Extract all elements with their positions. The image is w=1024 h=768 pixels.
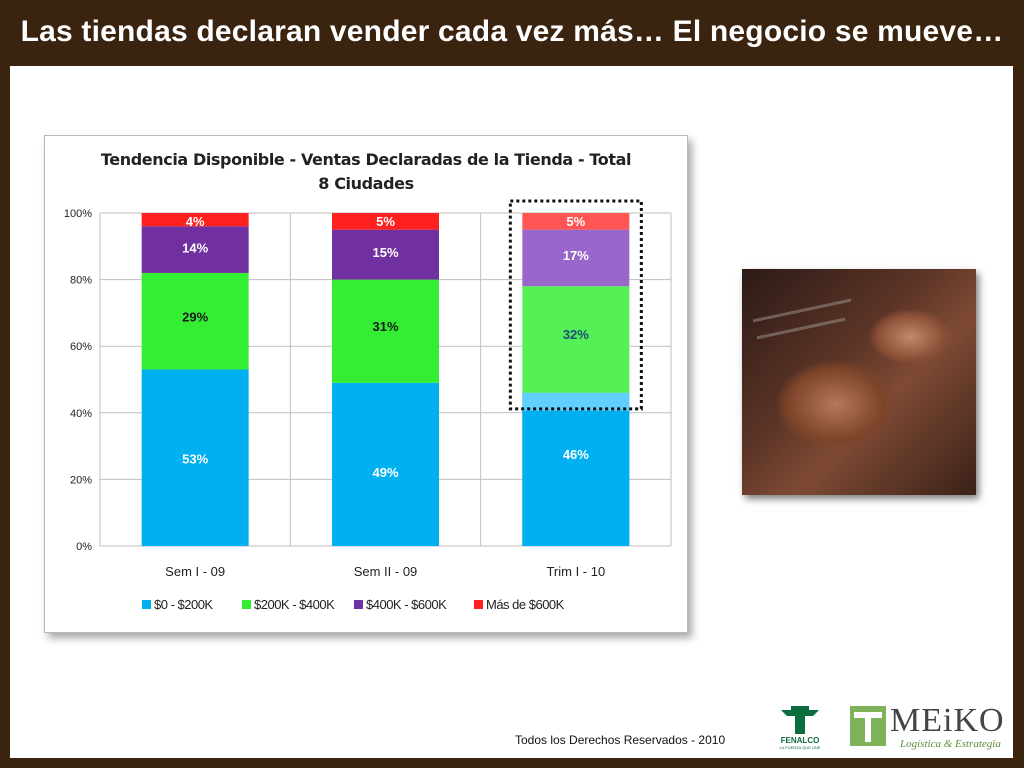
meiko-logo: MEiKO Logística & Estrategia — [850, 702, 1010, 750]
bar-segment — [141, 213, 249, 227]
data-label: 5% — [376, 214, 395, 229]
y-tick-label: 80% — [70, 275, 92, 287]
legend-swatch — [142, 600, 151, 609]
bar-segment — [332, 229, 439, 280]
legend-label: Más de $600K — [486, 597, 565, 612]
bar-segment — [332, 279, 439, 383]
y-tick-label: 20% — [70, 474, 92, 486]
bar-segment-highlight-band — [522, 392, 630, 411]
fenalco-logo: FENALCO LA FUERZA QUE UNE — [779, 706, 821, 750]
fenalco-name: FENALCO — [780, 736, 820, 745]
data-label: 5% — [566, 214, 585, 229]
meiko-name: MEiKO — [890, 702, 1005, 739]
legend-label: $0 - $200K — [154, 597, 213, 612]
hands-exchanging-money-photo — [742, 269, 976, 495]
copyright-footer: Todos los Derechos Reservados - 2010 — [515, 733, 726, 747]
bar-segment — [332, 213, 439, 230]
bar-segment — [141, 226, 249, 273]
legend-swatch — [474, 600, 483, 609]
data-label: 14% — [182, 240, 208, 255]
meiko-tagline: Logística & Estrategia — [900, 738, 1001, 750]
bar-segment — [332, 382, 439, 546]
y-tick-label: 40% — [70, 408, 92, 420]
chart-title: Tendencia Disponible - Ventas Declaradas… — [0, 148, 732, 196]
x-tick-label: Sem I - 09 — [165, 564, 225, 579]
bar-segment — [141, 369, 249, 546]
highlight-box — [508, 199, 643, 411]
bar-segment — [141, 272, 249, 370]
data-label: 4% — [186, 214, 205, 229]
data-label: 32% — [563, 327, 589, 342]
data-label: 17% — [563, 248, 589, 263]
chart-title-line2: 8 Ciudades — [318, 174, 414, 193]
legend-label: $200K - $400K — [254, 597, 335, 612]
data-label: 49% — [372, 465, 398, 480]
legend-swatch — [242, 600, 251, 609]
y-tick-label: 100% — [64, 208, 92, 220]
data-label: 53% — [182, 452, 208, 467]
photo-detail — [756, 317, 846, 340]
data-label: 29% — [182, 309, 208, 324]
meiko-emblem-icon — [850, 706, 886, 746]
data-label: 46% — [563, 447, 589, 462]
bar-segment — [522, 410, 630, 546]
y-tick-label: 0% — [76, 541, 92, 553]
x-tick-label: Trim I - 10 — [546, 564, 605, 579]
bar-segment — [522, 229, 630, 287]
data-label: 31% — [372, 319, 398, 334]
slide-title: Las tiendas declaran vender cada vez más… — [20, 15, 1004, 48]
bar-segment — [522, 286, 630, 393]
fenalco-tagline: LA FUERZA QUE UNE — [779, 745, 821, 750]
y-tick-label: 60% — [70, 341, 92, 353]
bar-segment — [522, 213, 630, 230]
x-tick-label: Sem II - 09 — [354, 564, 418, 579]
data-label: 15% — [372, 245, 398, 260]
fenalco-eagle-icon — [781, 706, 819, 734]
legend-label: $400K - $600K — [366, 597, 447, 612]
legend-swatch — [354, 600, 363, 609]
chart-title-line1: Tendencia Disponible - Ventas Declaradas… — [100, 150, 632, 169]
